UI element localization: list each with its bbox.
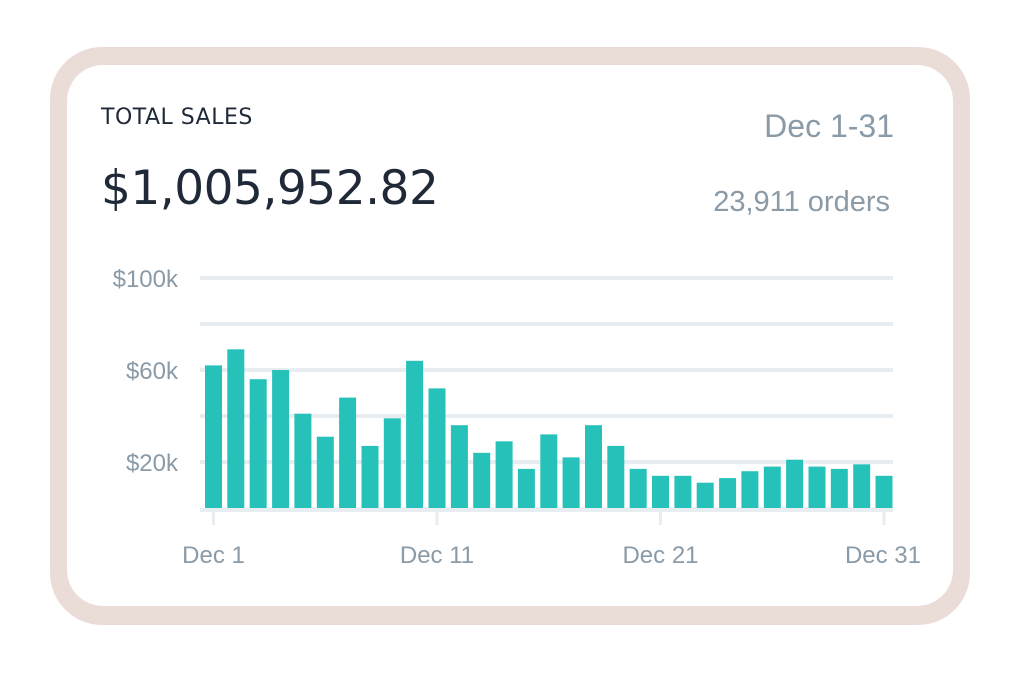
bar-30 [853, 464, 871, 508]
bar-25 [741, 471, 759, 508]
bar-21 [652, 475, 669, 508]
bar-10 [406, 360, 424, 508]
bar-16 [540, 434, 558, 508]
bar-7 [339, 397, 357, 508]
bar-14 [495, 441, 513, 508]
bar-6 [316, 436, 334, 508]
y-tick-label: $60k [126, 358, 179, 385]
bar-15 [517, 468, 535, 508]
bar-8 [361, 445, 379, 508]
bar-17 [562, 457, 580, 508]
bar-9 [383, 418, 401, 508]
total-sales-value: $1,005,952.82 [101, 161, 439, 216]
bar-29 [830, 468, 848, 508]
bar-3 [249, 379, 267, 508]
bar-12 [450, 425, 468, 508]
bar-23 [696, 482, 714, 508]
card-title: TOTAL SALES [101, 105, 253, 130]
bar-4 [272, 370, 290, 508]
y-tick-label: $100k [113, 266, 179, 293]
bar-31 [875, 475, 893, 508]
bar-18 [585, 425, 602, 508]
bar-2 [227, 349, 245, 508]
bar-13 [473, 452, 491, 508]
x-tick-label: Dec 21 [622, 542, 698, 569]
bar-22 [674, 475, 692, 508]
orders-count: 23,911 orders [713, 186, 890, 218]
bar-27 [786, 459, 804, 508]
bar-20 [629, 468, 647, 508]
bar-26 [763, 466, 781, 508]
bar-19 [607, 445, 625, 508]
bar-28 [808, 466, 826, 508]
bar-1 [205, 365, 222, 508]
x-tick-label: Dec 1 [182, 542, 245, 569]
bar-24 [719, 478, 737, 508]
date-range: Dec 1-31 [764, 108, 894, 144]
y-tick-label: $20k [126, 450, 179, 477]
x-tick-label: Dec 31 [845, 542, 921, 569]
bar-5 [294, 413, 312, 508]
bar-11 [428, 388, 446, 508]
x-tick-label: Dec 11 [400, 542, 474, 569]
